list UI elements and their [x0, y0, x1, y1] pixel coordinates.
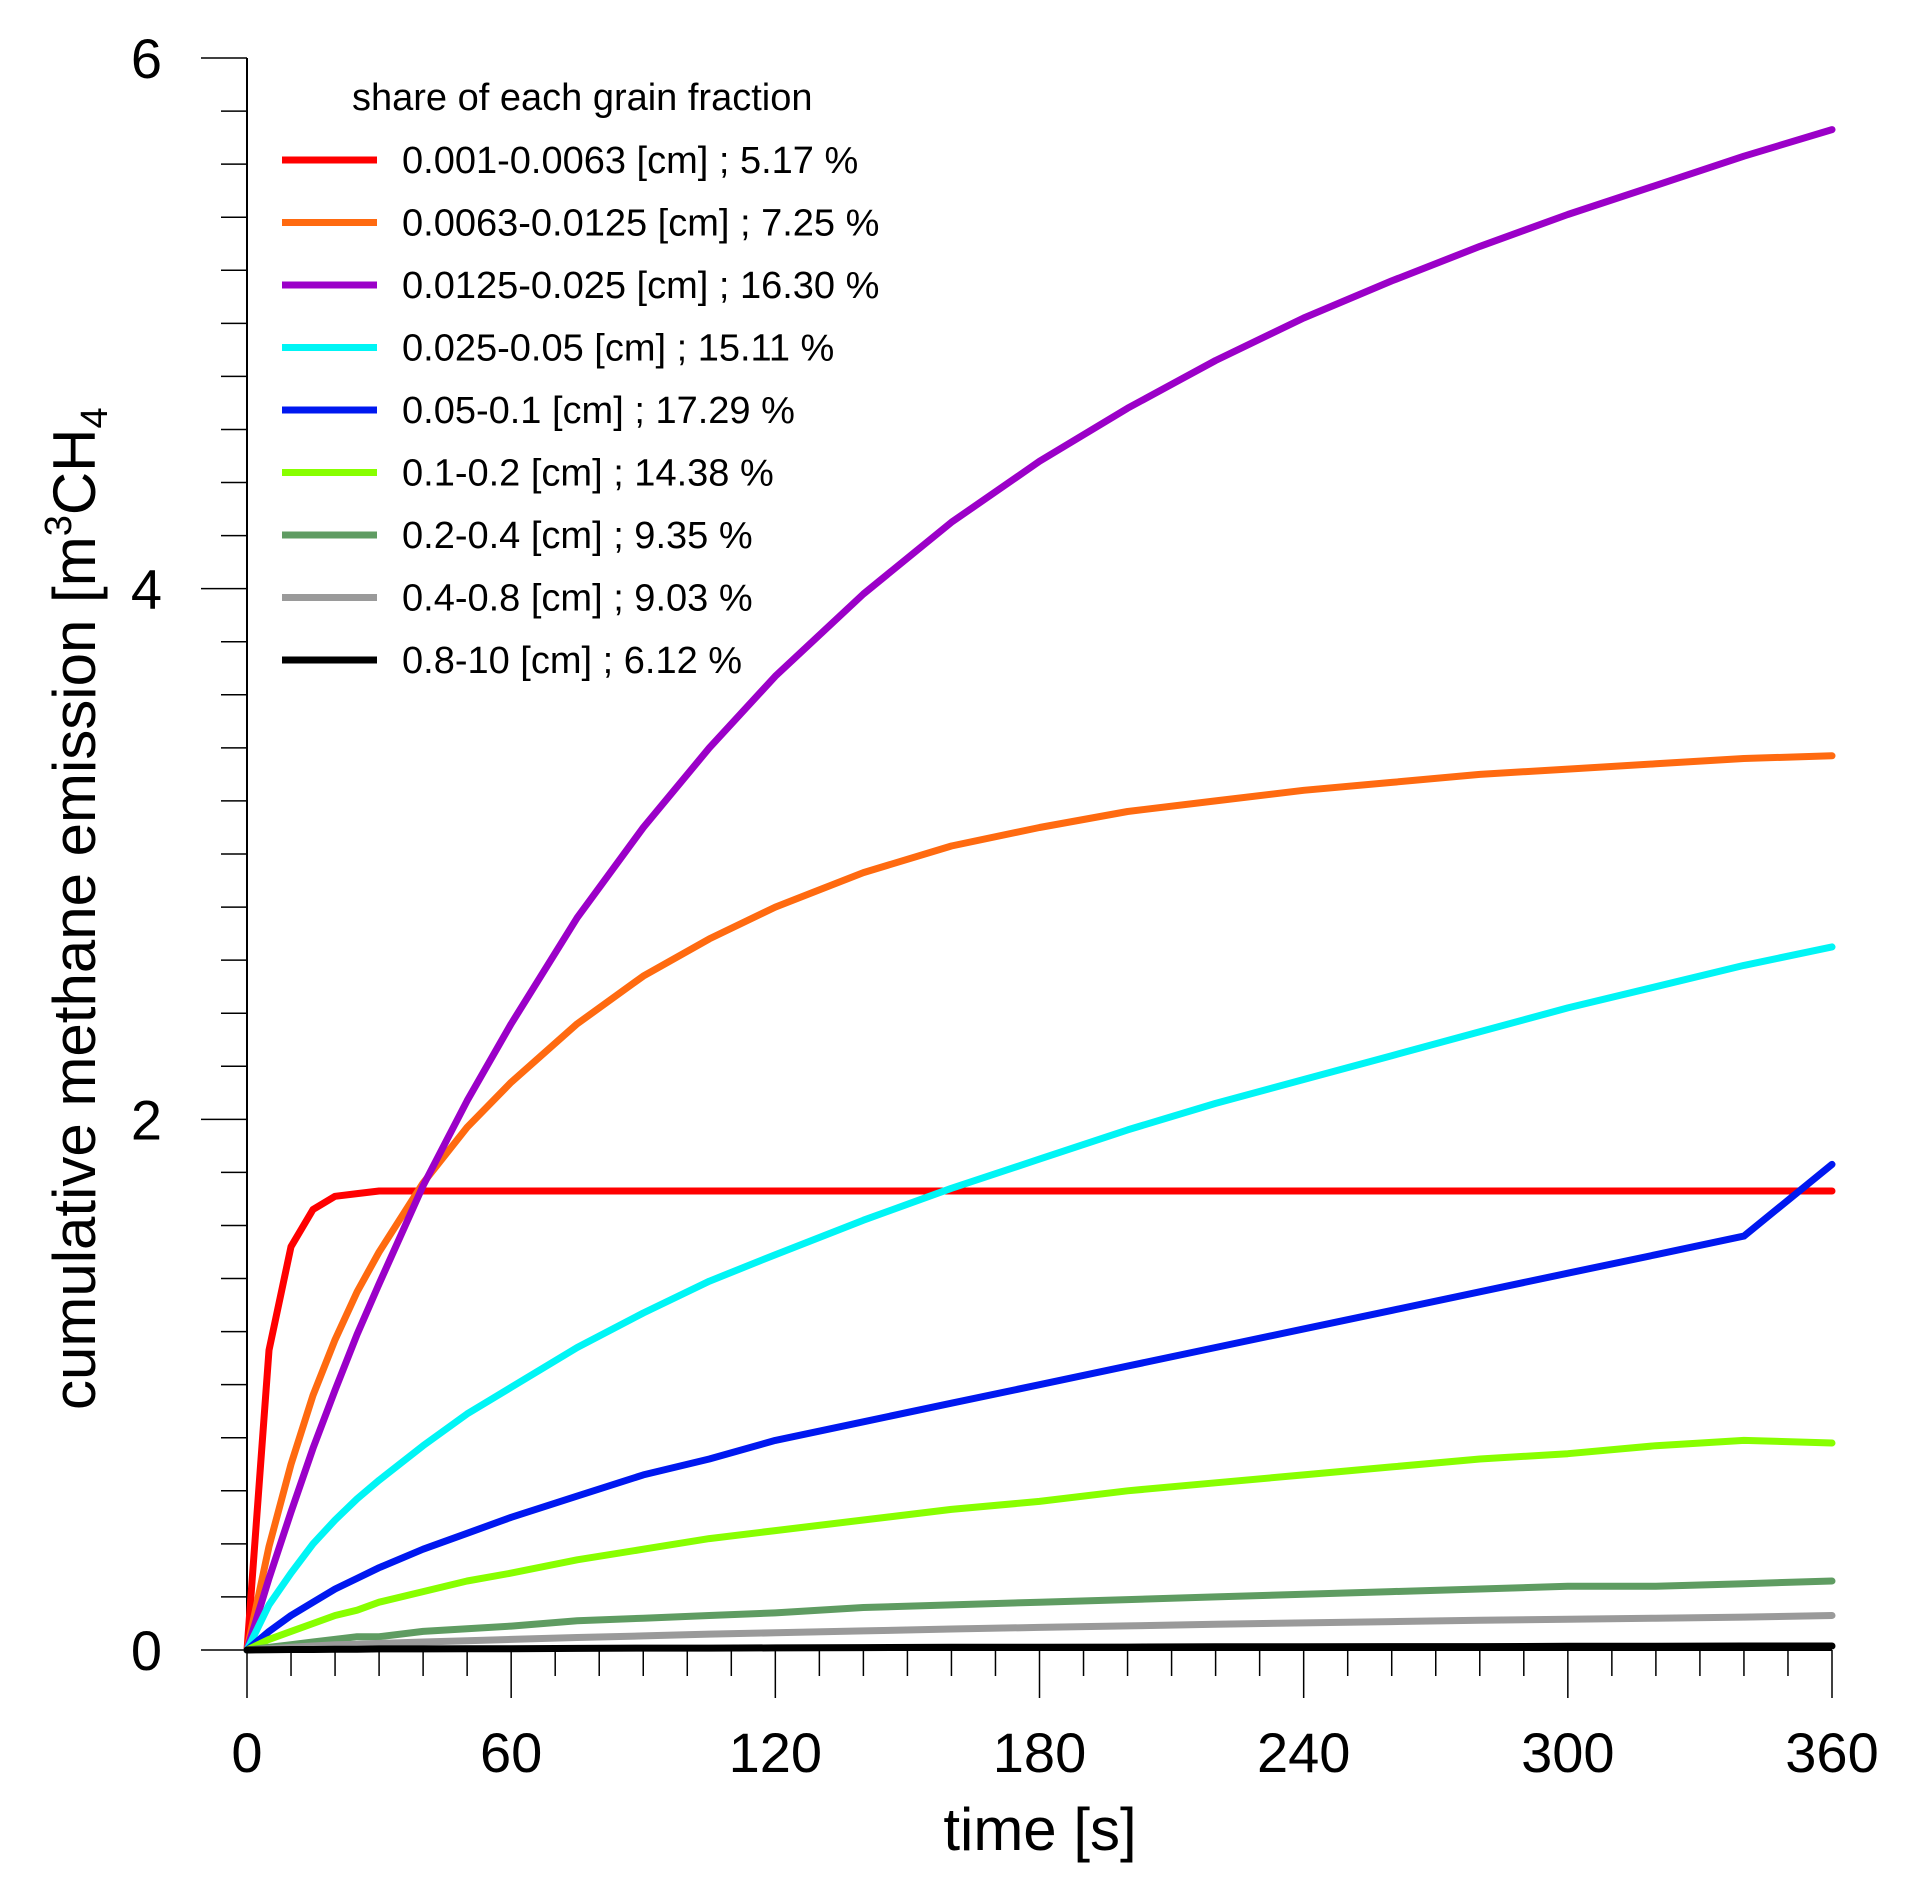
y-axis-title-subscript: 4: [74, 407, 116, 428]
legend-label-6: 0.1-0.2 [cm] ; 14.38 %: [402, 453, 774, 495]
series-line-9: [243, 1642, 1836, 1654]
series-line-5: [243, 1160, 1836, 1654]
series-line-6: [243, 1436, 1836, 1654]
legend-label-2: 0.0063-0.0125 [cm] ; 7.25 %: [402, 203, 879, 245]
legend-title: share of each grain fraction: [352, 77, 813, 119]
y-axis-title: cumulative methane emission [m3CH4: [38, 407, 116, 1410]
legend-items: 0.001-0.0063 [cm] ; 5.17 % 0.0063-0.0125 …: [282, 140, 879, 682]
legend-label-5: 0.05-0.1 [cm] ; 17.29 %: [402, 390, 795, 432]
legend: share of each grain fraction 0.001-0.006…: [282, 77, 879, 682]
x-tick-label: 300: [1521, 1721, 1614, 1784]
y-axis-title-main: cumulative methane emission [m: [41, 536, 108, 1410]
series-line-3: [243, 126, 1836, 1654]
series-line-7: [243, 1577, 1836, 1654]
legend-label-7: 0.2-0.4 [cm] ; 9.35 %: [402, 515, 753, 557]
y-axis-title-ch: CH: [41, 428, 108, 515]
x-tick-label: 240: [1257, 1721, 1350, 1784]
x-tick-label: 60: [480, 1721, 542, 1784]
series-line-8: [243, 1612, 1836, 1654]
legend-label-4: 0.025-0.05 [cm] ; 15.11 %: [402, 328, 834, 370]
legend-label-3: 0.0125-0.025 [cm] ; 16.30 %: [402, 265, 879, 307]
series-line-4: [243, 943, 1836, 1654]
y-tick-label: 2: [131, 1088, 162, 1151]
y-tick-label: 0: [131, 1619, 162, 1682]
legend-label-9: 0.8-10 [cm] ; 6.12 %: [402, 640, 742, 682]
legend-label-1: 0.001-0.0063 [cm] ; 5.17 %: [402, 140, 858, 182]
x-tick-label: 0: [231, 1721, 262, 1784]
series-line-1: [243, 1187, 1836, 1654]
y-tick-label: 4: [131, 558, 162, 621]
x-tick-label: 180: [993, 1721, 1086, 1784]
x-tick-label: 120: [729, 1721, 822, 1784]
x-axis-title: time [s]: [943, 1796, 1136, 1863]
tick-labels: 0 60 120 180 240 300 360 0 2 4 6: [131, 27, 1879, 1784]
x-tick-label: 360: [1785, 1721, 1878, 1784]
y-axis-title-superscript: 3: [38, 515, 80, 536]
y-tick-label: 6: [131, 27, 162, 90]
series-line-2: [243, 752, 1836, 1654]
legend-label-8: 0.4-0.8 [cm] ; 9.03 %: [402, 578, 753, 620]
series-lines: [243, 126, 1836, 1654]
